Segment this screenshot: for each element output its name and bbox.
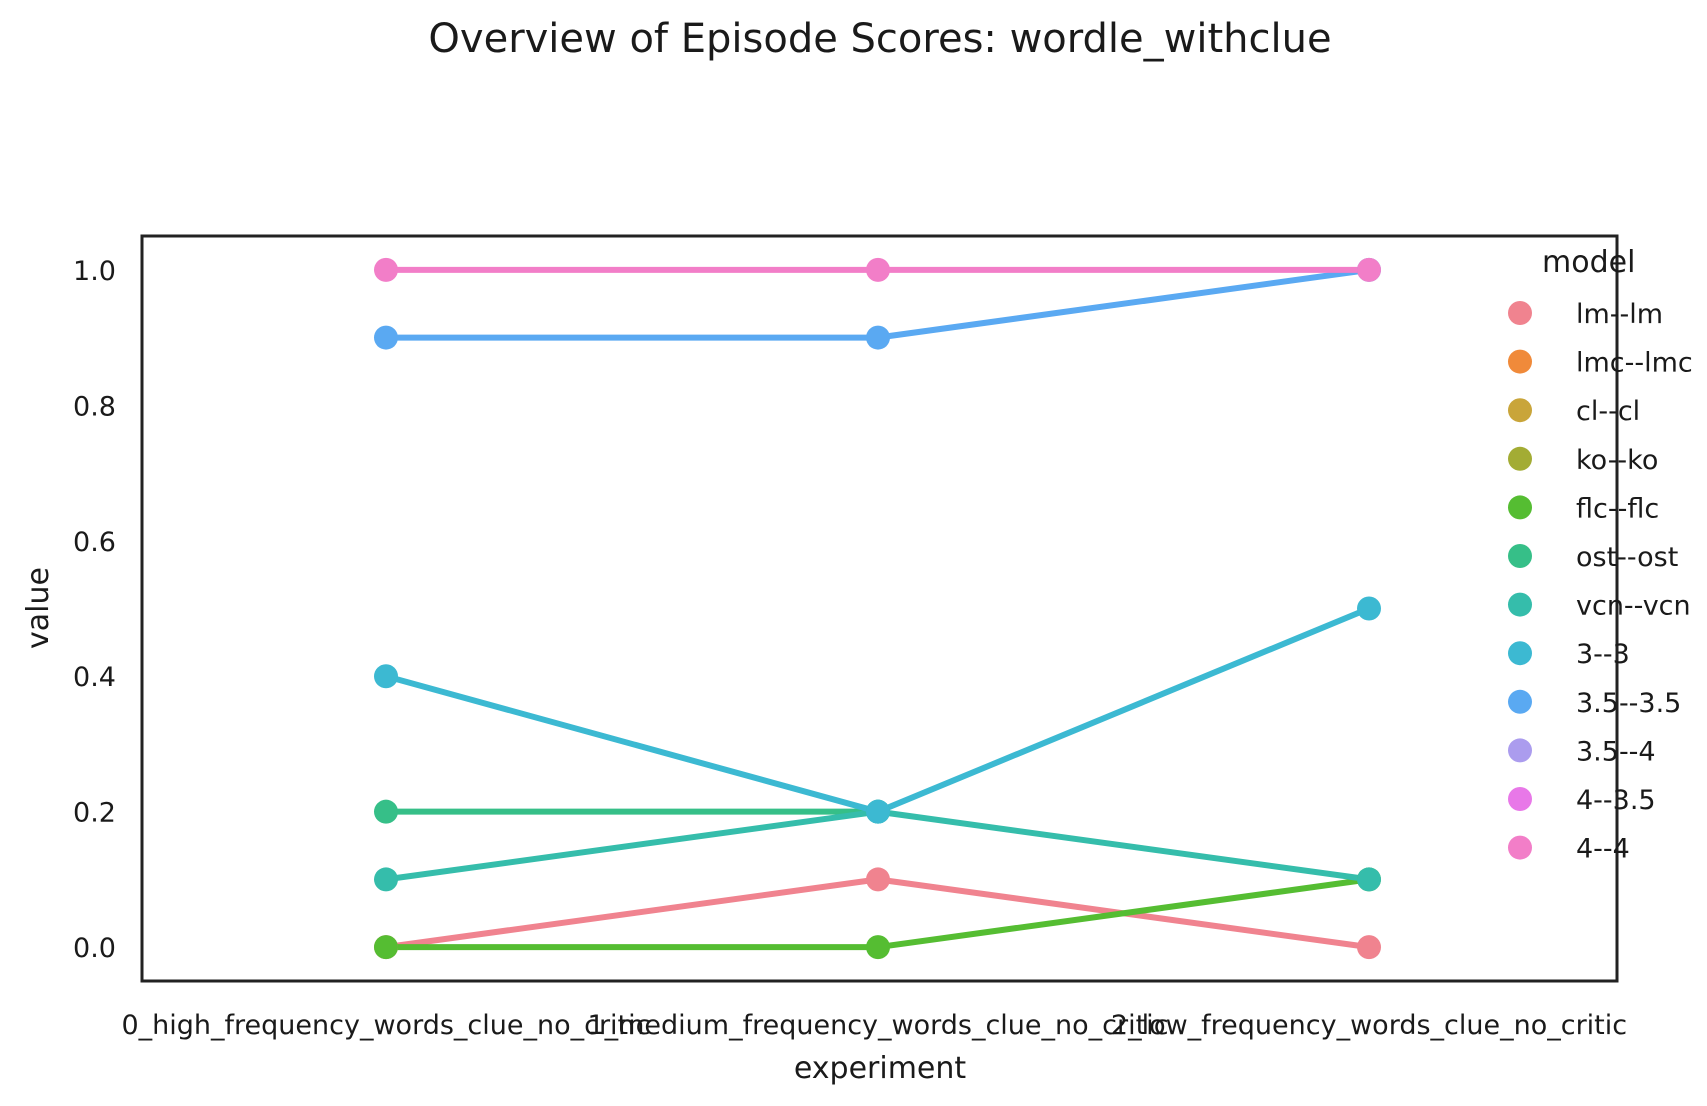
legend-label: 3.5--3.5 <box>1576 688 1681 719</box>
series-points <box>374 257 1381 960</box>
series-line-3--3 <box>385 605 1371 815</box>
legend-label: 3--3 <box>1576 639 1630 670</box>
legend-label: 4--3.5 <box>1576 785 1656 816</box>
y-axis-label: value <box>21 567 56 649</box>
legend-label: lm--lm <box>1576 299 1663 330</box>
legend-marker <box>1508 495 1532 520</box>
legend-label: vcn--vcn <box>1576 591 1691 622</box>
data-point-4--4 <box>1357 257 1381 282</box>
chart-title: Overview of Episode Scores: wordle_withc… <box>428 16 1331 62</box>
legend-label: lmc--lmc <box>1576 348 1693 379</box>
y-tick-label: 0.2 <box>73 798 116 829</box>
legend-marker <box>1508 835 1532 860</box>
legend-label: cl--cl <box>1576 396 1640 427</box>
legend-title: model <box>1542 245 1635 280</box>
legend-label: 4--4 <box>1576 834 1630 865</box>
legend-marker <box>1508 446 1532 471</box>
legend-label: flc--flc <box>1576 493 1659 524</box>
x-tick-label: 2_low_frequency_words_clue_no_critic <box>1111 1010 1627 1041</box>
data-point-3.5--3.5 <box>866 325 890 350</box>
data-point-ost--ost <box>374 799 398 824</box>
legend-label: 3.5--4 <box>1576 736 1656 767</box>
legend-marker <box>1508 689 1532 714</box>
data-point-3.5--3.5 <box>374 325 398 350</box>
data-point-lm--lm <box>866 867 890 892</box>
data-point-lm--lm <box>1357 935 1381 960</box>
data-point-4--4 <box>866 257 890 282</box>
legend-marker <box>1508 349 1532 374</box>
legend-marker <box>1508 787 1532 811</box>
y-tick-label: 1.0 <box>73 256 116 287</box>
data-point-3--3 <box>1357 596 1381 621</box>
y-tick-label: 0.0 <box>73 933 116 964</box>
y-axis: 0.0 0.2 0.4 0.6 0.8 1.0 <box>73 256 116 964</box>
y-tick-label: 0.4 <box>73 662 116 693</box>
data-point-4--4 <box>374 257 398 282</box>
data-point-3--3 <box>374 664 398 689</box>
data-point-vcn--vcn <box>1357 867 1381 892</box>
legend-marker <box>1508 544 1532 568</box>
legend: model lm--lm lmc--lmc cl--cl ko--ko flc--flc… <box>1508 245 1693 865</box>
data-point-flc--flc <box>866 935 890 960</box>
legend-marker <box>1508 301 1532 325</box>
legend-marker <box>1508 398 1532 423</box>
x-tick-label: 0_high_frequency_words_clue_no_critic <box>122 1010 651 1041</box>
data-point-flc--flc <box>374 935 398 960</box>
x-tick-label: 1_medium_frequency_words_clue_no_critic <box>587 1010 1168 1041</box>
legend-marker <box>1508 738 1532 763</box>
x-axis: 0_high_frequency_words_clue_no_critic1_m… <box>122 1010 1628 1041</box>
series-lines <box>385 266 1371 951</box>
legend-marker <box>1508 592 1532 617</box>
legend-marker <box>1508 641 1532 666</box>
data-point-vcn--vcn <box>374 867 398 892</box>
legend-label: ost--ost <box>1576 542 1678 573</box>
legend-label: ko--ko <box>1576 445 1658 476</box>
plot-frame <box>140 234 1619 983</box>
x-axis-label: experiment <box>794 1051 967 1086</box>
y-tick-label: 0.8 <box>73 391 116 422</box>
data-point-3--3 <box>866 799 890 824</box>
y-tick-label: 0.6 <box>73 527 116 558</box>
